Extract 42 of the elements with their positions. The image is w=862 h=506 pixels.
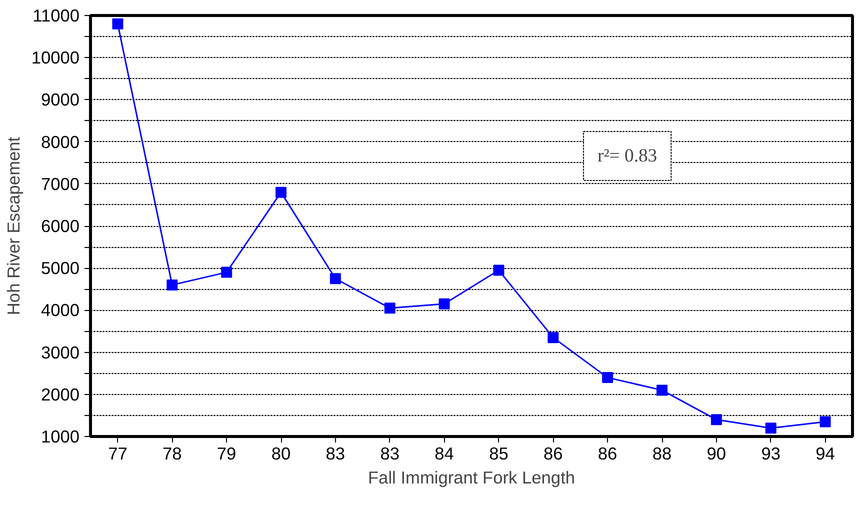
- y-tick-label: 4000: [40, 300, 80, 320]
- point: [765, 422, 776, 434]
- point: [820, 416, 831, 428]
- x-tick-label: 93: [761, 444, 780, 464]
- point: [330, 273, 341, 284]
- point: [656, 384, 668, 396]
- x-tick-label: 77: [108, 444, 128, 464]
- x-tick-label: 84: [434, 444, 454, 464]
- point: [710, 414, 722, 426]
- y-axis-title: Hoh River Escapement: [3, 136, 24, 316]
- y-tick-label: 2000: [40, 384, 80, 404]
- y-tick-label: 11000: [32, 6, 80, 26]
- y-tick-label: 7000: [40, 174, 80, 194]
- x-tick-label: 94: [816, 444, 836, 464]
- point: [384, 302, 396, 314]
- y-tick-label: 5000: [40, 258, 80, 278]
- y-tick-label: 9000: [40, 90, 80, 110]
- x-tick-label: 90: [706, 444, 726, 464]
- annotation: r²= 0.83: [598, 146, 658, 166]
- point: [112, 18, 124, 30]
- point: [493, 264, 504, 276]
- x-tick-label: 78: [162, 444, 182, 464]
- x-tick-label: 83: [380, 444, 400, 464]
- x-axis-title: Fall Immigrant Fork Length: [368, 468, 576, 488]
- x-tick-label: 80: [271, 444, 291, 464]
- point: [276, 186, 286, 198]
- y-tick-label: 6000: [40, 216, 80, 236]
- x-tick-label: 79: [216, 444, 236, 464]
- point: [548, 332, 559, 344]
- point: [602, 372, 614, 384]
- point: [438, 298, 450, 310]
- point: [221, 266, 232, 278]
- x-tick-label: 85: [489, 444, 508, 464]
- x-tick-label: 83: [326, 444, 346, 464]
- point: [166, 279, 178, 290]
- y-tick-label: 10000: [31, 48, 80, 68]
- y-tick-label: 3000: [40, 342, 80, 362]
- x-tick-label: 86: [544, 444, 563, 464]
- x-tick-label: 86: [598, 444, 618, 464]
- y-tick-label: 1000: [40, 426, 80, 446]
- y-tick-label: 8000: [40, 132, 80, 152]
- x-tick-label: 88: [652, 444, 672, 464]
